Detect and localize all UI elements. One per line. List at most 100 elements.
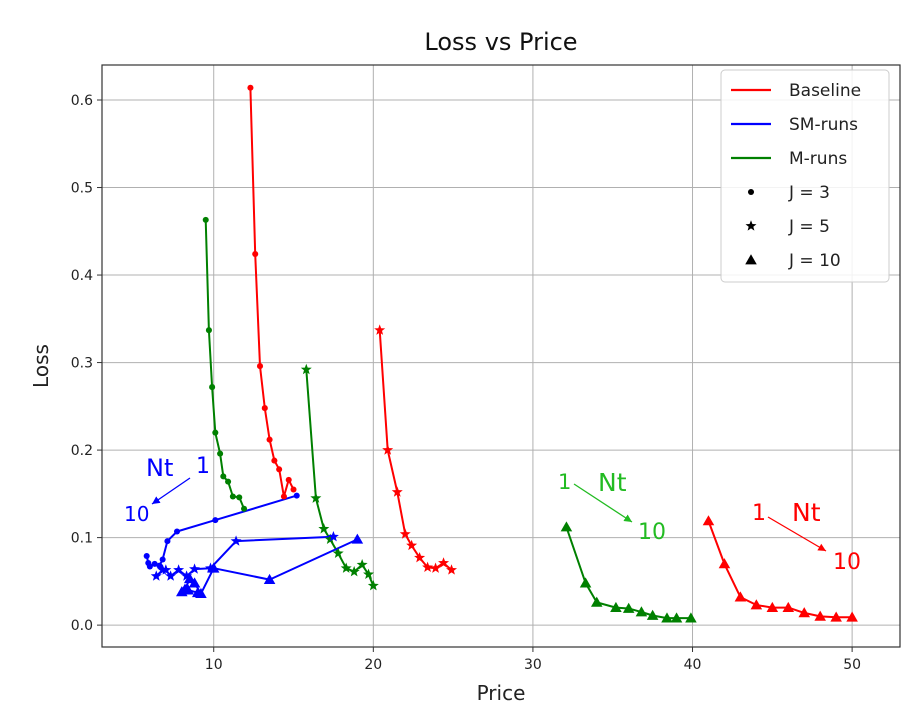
point-sm-runs-circle: [143, 552, 150, 560]
legend-marker-star: [745, 220, 757, 231]
point-baseline-triangle: [734, 591, 747, 602]
point-sm-runs-triangle: [263, 573, 276, 584]
point-m-runs-star: [300, 363, 312, 375]
y-tick-label: 0.0: [71, 618, 93, 634]
series-markers: [143, 84, 858, 623]
x-axis-title: Price: [477, 681, 526, 705]
series-line-m-runs-circle: [204, 219, 245, 510]
point-sm-runs-star: [189, 563, 201, 574]
point-baseline-star: [374, 324, 386, 335]
point-m-runs-star: [348, 565, 360, 577]
point-sm-runs-triangle: [351, 533, 364, 544]
point-m-runs-triangle: [635, 606, 648, 617]
series-lines: [145, 87, 853, 620]
legend-label: Baseline: [789, 81, 861, 101]
y-tick-label: 0.3: [71, 356, 93, 372]
point-baseline-star: [430, 562, 442, 573]
point-baseline-star: [422, 561, 434, 573]
point-m-runs-circle: [225, 478, 232, 485]
point-baseline-circle: [290, 486, 297, 493]
annotations: Nt 1 10 1 Nt 10 1 Nt 10: [124, 454, 861, 575]
annotation-arrow: [767, 516, 827, 552]
point-m-runs-star: [363, 568, 375, 580]
point-m-runs-triangle: [646, 609, 659, 620]
chart-title: Loss vs Price: [424, 28, 577, 56]
point-sm-runs-circle: [164, 538, 171, 545]
y-tick-label: 0.2: [71, 443, 93, 459]
series-line-m-runs-star: [305, 369, 375, 587]
series-line-sm-runs-star: [155, 535, 334, 578]
point-baseline-triangle: [814, 610, 826, 621]
point-m-runs-circle: [205, 327, 212, 334]
point-baseline-circle: [247, 84, 254, 91]
point-m-runs-circle: [220, 473, 227, 480]
annotation-label: Nt: [792, 498, 821, 527]
axis-ticks: 10 20 30 40 50 0.0 0.1 0.2 0.3 0.4 0.5 0.6: [71, 93, 861, 673]
point-m-runs-star: [367, 579, 379, 591]
series-line-baseline-triangle: [707, 520, 853, 619]
x-tick-label: 40: [684, 657, 702, 673]
point-sm-runs-circle: [173, 528, 181, 535]
point-baseline-triangle: [798, 607, 811, 618]
annotation-label: Nt: [598, 468, 627, 497]
point-sm-runs-star: [327, 530, 339, 542]
point-baseline-triangle: [718, 558, 731, 569]
legend-label: J = 5: [788, 217, 830, 237]
y-tick-label: 0.1: [71, 531, 93, 547]
series-line-m-runs-triangle: [565, 526, 691, 620]
point-baseline-circle: [256, 363, 264, 370]
point-baseline-triangle: [782, 601, 795, 612]
point-m-runs-circle: [217, 450, 224, 457]
point-sm-runs-circle: [145, 559, 152, 567]
annotation-label: 1: [752, 501, 766, 526]
point-sm-runs-triangle: [191, 586, 204, 598]
annotation-label: Nt: [146, 454, 173, 482]
point-baseline-star: [414, 551, 426, 563]
point-sm-runs-circle: [293, 492, 300, 499]
point-m-runs-star: [340, 562, 352, 573]
point-sm-runs-star: [181, 570, 193, 581]
point-m-runs-triangle: [610, 601, 622, 612]
point-baseline-star: [399, 528, 411, 539]
point-sm-runs-circle: [151, 560, 158, 567]
point-baseline-star: [438, 557, 450, 568]
y-tick-label: 0.4: [71, 268, 93, 284]
point-m-runs-circle: [212, 429, 219, 436]
point-baseline-circle: [276, 466, 283, 473]
point-baseline-star: [382, 444, 394, 455]
legend-marker-triangle: [745, 254, 757, 265]
point-baseline-triangle: [846, 611, 858, 622]
point-m-runs-circle: [209, 384, 216, 391]
point-baseline-star: [406, 539, 418, 551]
point-baseline-circle: [266, 436, 273, 443]
point-sm-runs-triangle: [182, 584, 194, 595]
point-sm-runs-star: [230, 535, 242, 546]
point-m-runs-triangle: [622, 602, 635, 613]
legend-label: SM-runs: [789, 115, 858, 135]
point-sm-runs-triangle: [184, 572, 196, 584]
point-sm-runs-triangle: [207, 562, 220, 573]
point-m-runs-star: [318, 523, 330, 534]
point-m-runs-star: [324, 533, 336, 545]
y-axis-title: Loss: [29, 344, 53, 388]
point-baseline-triangle: [766, 601, 779, 612]
series-line-baseline-star: [378, 330, 453, 571]
annotation-label: 10: [124, 502, 149, 526]
point-sm-runs-circle: [212, 517, 219, 524]
point-m-runs-star: [310, 492, 322, 503]
point-sm-runs-star: [157, 564, 169, 575]
point-baseline-circle: [271, 457, 278, 464]
annotation-label: 10: [638, 520, 666, 545]
point-m-runs-triangle: [685, 612, 697, 623]
point-baseline-triangle: [830, 611, 842, 622]
point-m-runs-triangle: [670, 612, 683, 623]
point-baseline-circle: [285, 476, 292, 483]
point-baseline-circle: [261, 405, 268, 412]
legend-marker-circle: [747, 188, 755, 196]
point-sm-runs-star: [205, 562, 217, 573]
annotation-label: 1: [558, 470, 571, 494]
annotation-label: 10: [833, 550, 861, 575]
x-tick-label: 20: [364, 657, 382, 673]
point-m-runs-circle: [241, 505, 248, 512]
